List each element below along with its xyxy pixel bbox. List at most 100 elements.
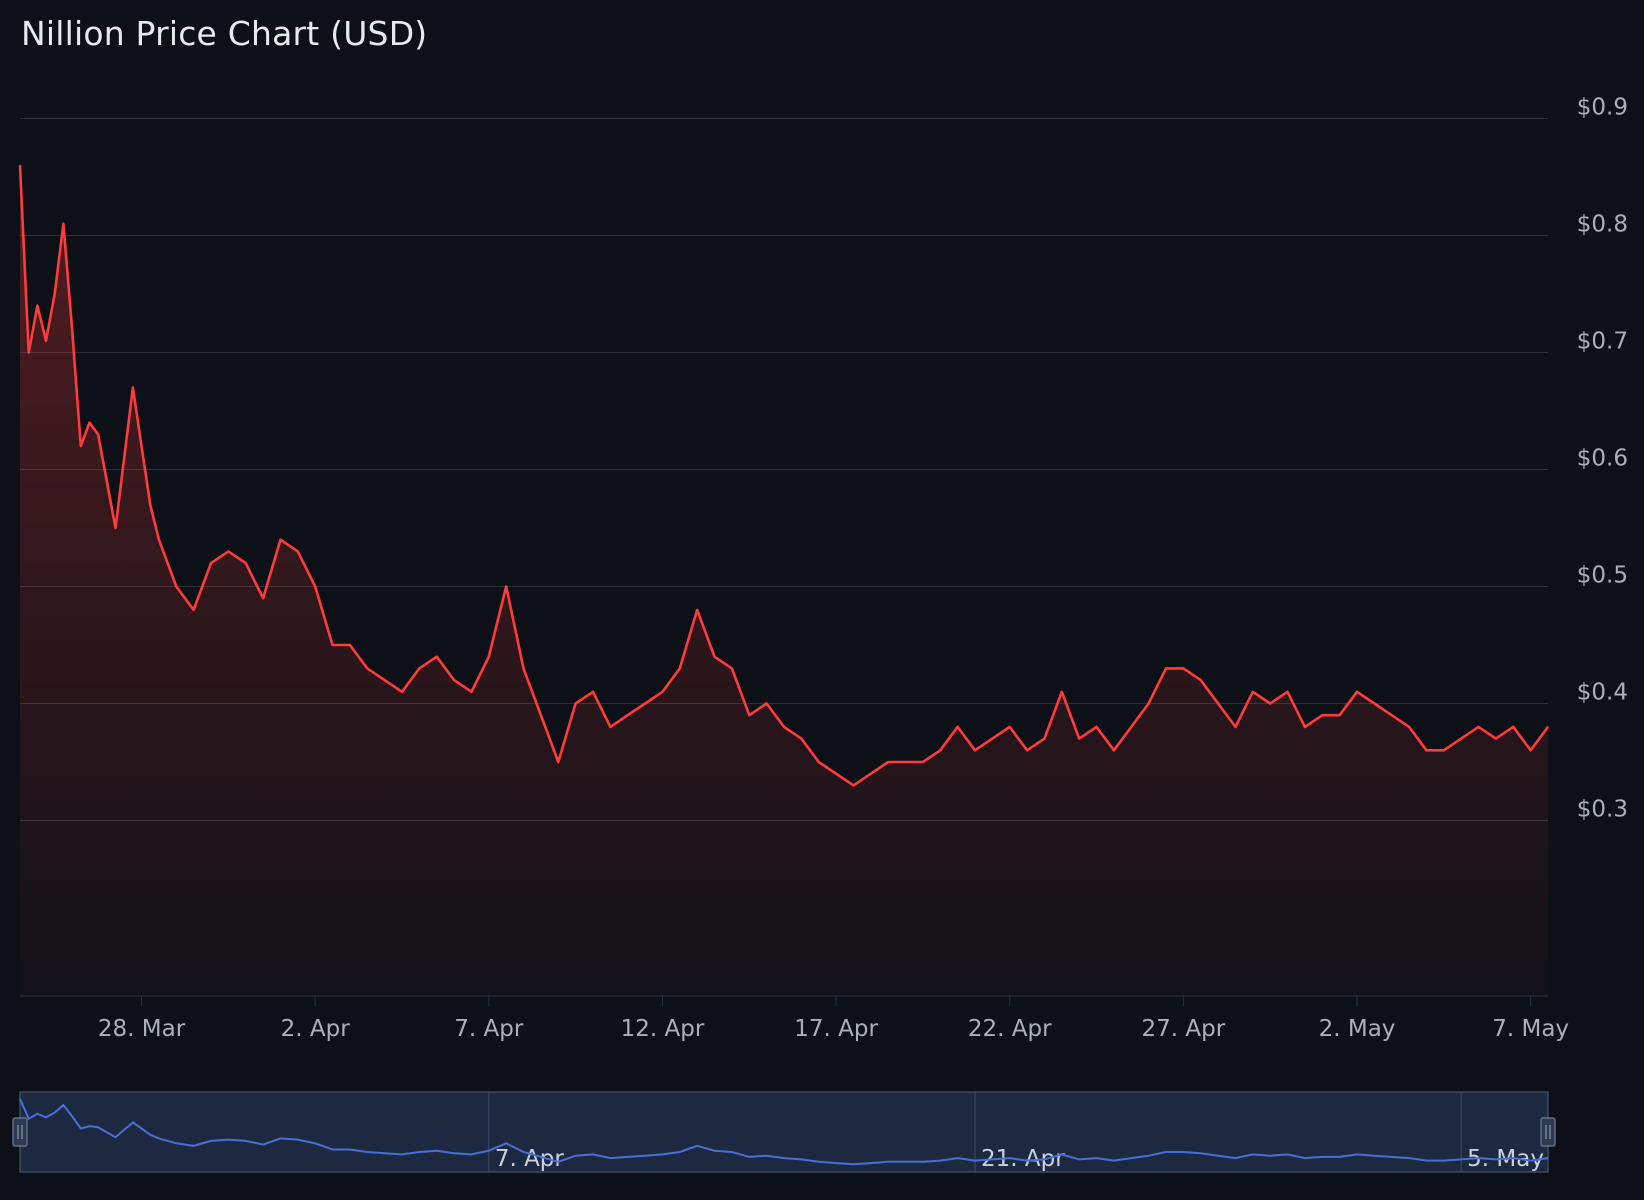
x-tick-label: 17. Apr (794, 1016, 878, 1042)
price-point (1530, 749, 1532, 751)
price-point (1495, 738, 1497, 740)
price-point (1425, 749, 1428, 751)
price-point (609, 726, 612, 728)
y-tick-label: $0.3 (1577, 797, 1628, 823)
price-point (575, 702, 577, 705)
price-point (1547, 726, 1549, 728)
price-point (262, 597, 264, 599)
price-point (1182, 667, 1184, 670)
price-point (540, 714, 542, 716)
price-point (1252, 691, 1254, 693)
price-point (783, 726, 785, 728)
price-point (401, 691, 403, 693)
price-point (887, 761, 889, 763)
price-point (297, 550, 299, 553)
price-point (62, 223, 64, 225)
x-tick-label: 2. Apr (281, 1016, 351, 1042)
y-tick-label: $0.9 (1577, 95, 1628, 121)
price-point (1165, 667, 1167, 670)
price-point (1043, 738, 1046, 740)
price-point (1304, 726, 1306, 728)
price-point (1130, 726, 1132, 728)
price-point (1321, 714, 1323, 716)
price-point (1113, 749, 1115, 751)
y-tick-label: $0.5 (1577, 563, 1628, 589)
price-point (991, 738, 994, 740)
price-point (1443, 749, 1445, 751)
x-tick-label: 2. May (1319, 1016, 1396, 1042)
price-point (1269, 702, 1271, 705)
range-navigator[interactable]: 7. Apr 21. Apr 5. May (12, 1091, 1556, 1173)
price-point (679, 667, 681, 670)
price-point (453, 679, 455, 681)
price-point (71, 328, 73, 330)
price-point (592, 691, 594, 693)
plot-area (18, 164, 1550, 997)
price-point (644, 702, 646, 705)
price-point (384, 679, 386, 681)
price-point (167, 562, 169, 564)
price-point (522, 667, 525, 670)
navigator-right-handle[interactable] (1540, 1117, 1556, 1147)
price-point (696, 609, 698, 611)
x-tick-label: 7. May (1492, 1016, 1569, 1042)
price-point (227, 550, 229, 553)
x-tick-label: 22. Apr (968, 1016, 1052, 1042)
price-point (19, 164, 21, 166)
price-point (140, 445, 143, 447)
price-point (957, 726, 959, 728)
price-point (210, 562, 212, 564)
price-point (835, 773, 837, 775)
price-point (158, 539, 160, 541)
price-point (418, 667, 420, 670)
navigator-window[interactable] (19, 1091, 1549, 1173)
price-point (766, 702, 768, 705)
price-point (245, 562, 247, 564)
price-point (1391, 714, 1393, 716)
price-point (748, 714, 750, 716)
price-point (132, 387, 134, 389)
price-point (1026, 749, 1028, 751)
price-point (1339, 714, 1341, 716)
price-point (1512, 726, 1514, 728)
price-point (80, 445, 82, 447)
x-tick-label: 27. Apr (1142, 1016, 1226, 1042)
x-tick-label: 28. Mar (98, 1016, 186, 1042)
price-series-line (18, 165, 1550, 787)
price-point (1408, 726, 1410, 728)
price-point (974, 749, 976, 751)
price-point (314, 585, 316, 588)
price-point (1078, 738, 1080, 740)
price-point (36, 305, 39, 307)
price-point (505, 585, 507, 588)
price-point (800, 738, 803, 740)
price-point (904, 761, 907, 763)
price-point (1286, 691, 1289, 693)
price-point (436, 656, 438, 658)
price-point (1460, 738, 1462, 740)
navigator-left-handle[interactable] (12, 1117, 28, 1147)
price-point (939, 749, 941, 751)
y-tick-label: $0.7 (1577, 329, 1628, 355)
x-axis: 28. Mar 2. Apr 7. Apr 12. Apr 17. Apr 22. Apr… (20, 995, 1569, 1042)
x-tick-label: 7. Apr (454, 1016, 524, 1042)
price-point (279, 539, 282, 541)
navigator-tick-label: 7. Apr (495, 1146, 565, 1172)
price-point (818, 761, 820, 763)
price-point (28, 351, 30, 354)
price-point (366, 667, 368, 670)
y-tick-label: $0.6 (1577, 446, 1628, 472)
price-area-fill (20, 165, 1548, 997)
price-point (88, 422, 91, 424)
chart-title: Nillion Price Chart (USD) (21, 14, 428, 53)
y-tick-label: $0.4 (1577, 680, 1628, 706)
price-point (97, 433, 99, 435)
price-point (123, 457, 125, 459)
price-point (149, 504, 151, 506)
price-point (731, 667, 733, 670)
price-point (1356, 691, 1358, 693)
price-point (470, 691, 473, 693)
price-point (331, 644, 334, 646)
price-point (1148, 702, 1150, 705)
